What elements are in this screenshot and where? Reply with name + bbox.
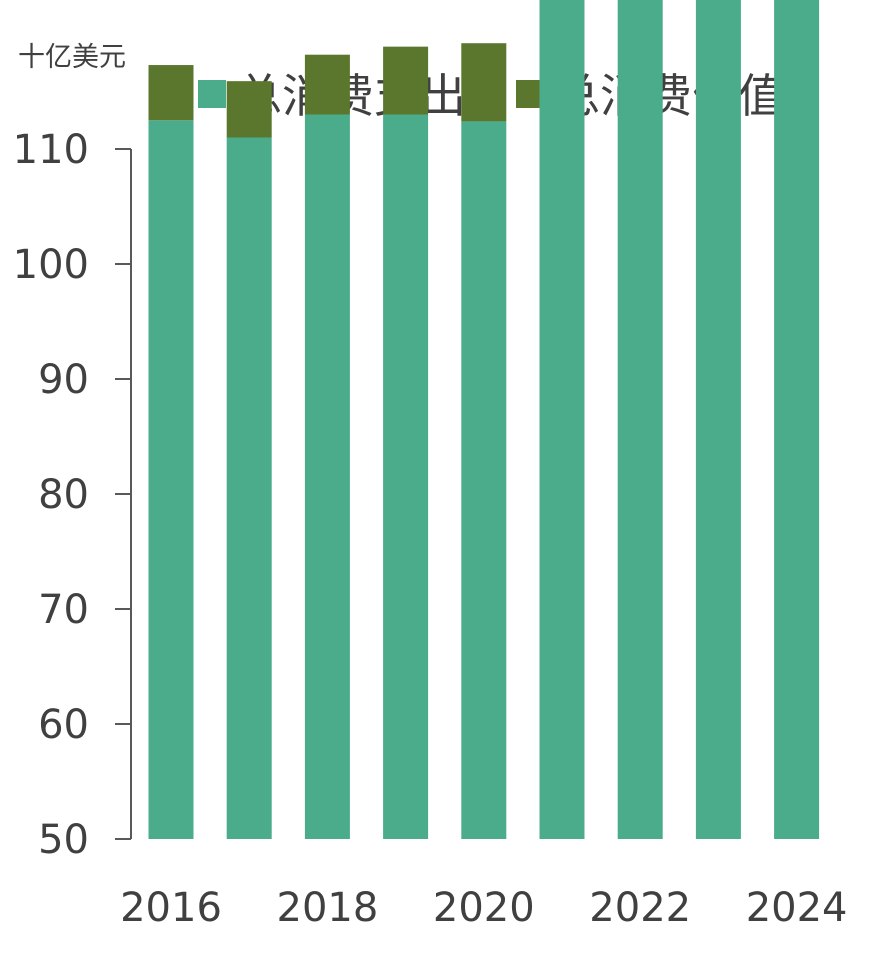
bar-2019-value [383, 46, 429, 115]
x-tick-label: 2020 [433, 885, 535, 931]
bar-2024-spending [774, 0, 820, 839]
legend-swatch-total-consumer-value [516, 80, 544, 108]
y-tick-label: 110 [13, 127, 89, 173]
bar-2017-spending [226, 137, 272, 839]
y-tick-label: 70 [38, 587, 89, 633]
bar-series-group [148, 0, 820, 840]
x-tick-label: 2018 [277, 885, 379, 931]
legend-label-total-consumer-value: 总消费价值 [554, 69, 784, 123]
x-axis: 2016 2018 2020 2022 2024 [120, 885, 847, 931]
y-tick-label: 80 [38, 472, 89, 518]
bar-2016-spending [148, 120, 194, 839]
y-tick-label: 90 [38, 357, 89, 403]
y-tick-label: 60 [38, 702, 89, 748]
bar-2019-spending [383, 114, 429, 839]
bar-2018-value [304, 54, 350, 115]
y-tick-label: 100 [13, 242, 89, 288]
bar-2020-spending [461, 121, 507, 839]
x-tick-label: 2022 [589, 885, 691, 931]
bar-2018-spending [304, 114, 350, 839]
bar-2022-spending [617, 0, 663, 839]
bar-2020-value [461, 43, 507, 122]
bar-2021-spending [539, 0, 585, 839]
x-tick-label: 2024 [746, 885, 848, 931]
y-axis: 50 60 70 80 90 100 110 [13, 127, 132, 863]
bar-2016-value [148, 65, 194, 121]
bar-2017-value [226, 81, 272, 138]
x-tick-label: 2016 [120, 885, 222, 931]
bar-2023-spending [695, 0, 741, 840]
y-axis-unit-label: 十亿美元 [18, 42, 126, 73]
y-tick-label: 50 [38, 817, 89, 863]
legend-swatch-total-consumer-spending [198, 80, 226, 108]
